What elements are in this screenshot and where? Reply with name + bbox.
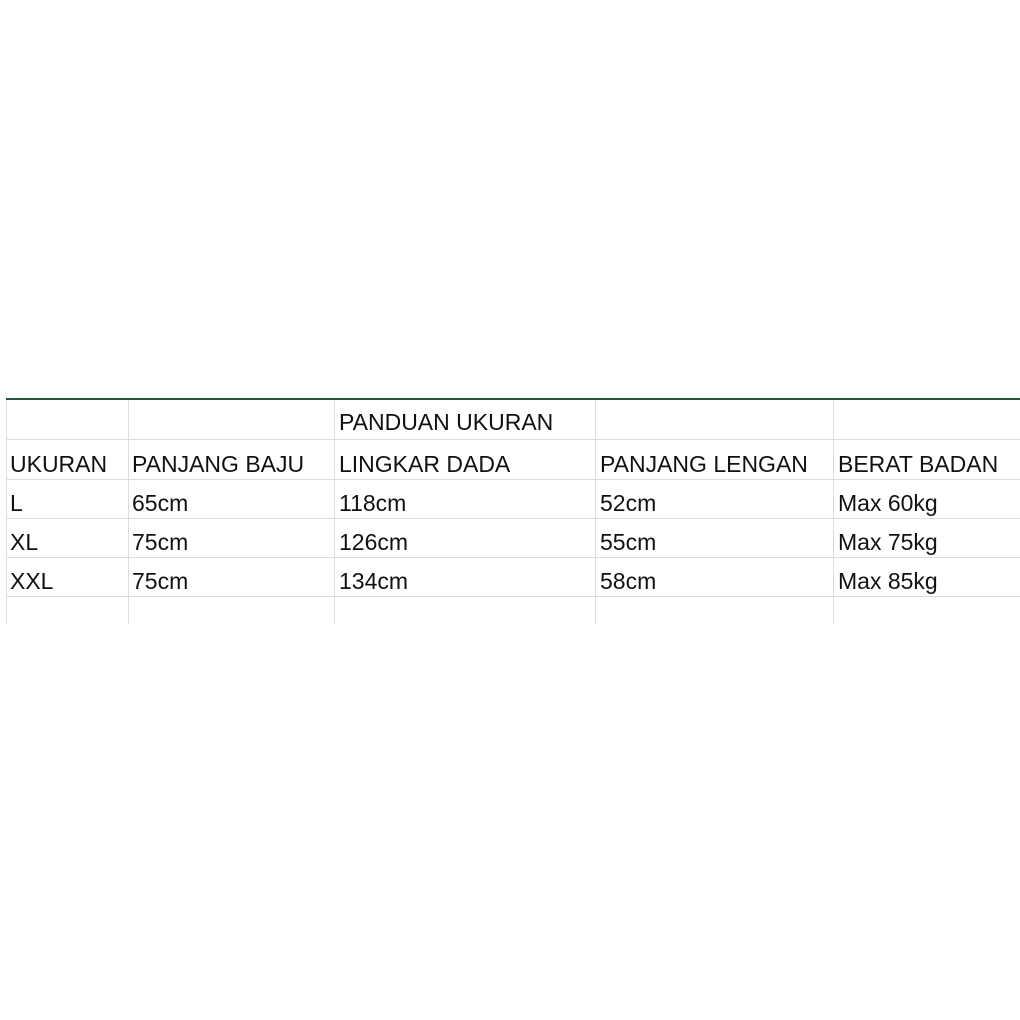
cell-size[interactable]: XL (10, 529, 39, 555)
header-ukuran[interactable]: UKURAN (10, 451, 108, 477)
grid-line (334, 400, 335, 624)
header-lingkar-dada[interactable]: LINGKAR DADA (339, 451, 511, 477)
cell-panjang-lengan[interactable]: 58cm (600, 568, 657, 594)
cell-panjang-baju[interactable]: 75cm (132, 529, 189, 555)
header-panjang-lengan[interactable]: PANJANG LENGAN (600, 451, 808, 477)
cell-panjang-baju[interactable]: 65cm (132, 490, 189, 516)
size-guide-sheet: PANDUAN UKURAN UKURAN PANJANG BAJU LINGK… (6, 398, 1020, 624)
cell-size[interactable]: XXL (10, 568, 54, 594)
header-panjang-baju[interactable]: PANJANG BAJU (132, 451, 305, 477)
cell-lingkar-dada[interactable]: 118cm (339, 490, 407, 516)
cell-berat-badan[interactable]: Max 85kg (838, 568, 938, 594)
grid-line (6, 479, 1020, 480)
grid-line (833, 400, 834, 624)
grid-line (595, 400, 596, 624)
cell-berat-badan[interactable]: Max 75kg (838, 529, 938, 555)
table-title[interactable]: PANDUAN UKURAN (339, 409, 554, 435)
grid-line (6, 557, 1020, 558)
grid-line (6, 596, 1020, 597)
cell-berat-badan[interactable]: Max 60kg (838, 490, 938, 516)
grid-line (6, 439, 1020, 440)
cell-panjang-baju[interactable]: 75cm (132, 568, 189, 594)
grid-line (6, 518, 1020, 519)
cell-size[interactable]: L (10, 490, 23, 516)
cell-panjang-lengan[interactable]: 52cm (600, 490, 657, 516)
grid-line (6, 400, 7, 624)
grid-line (128, 400, 129, 624)
header-berat-badan[interactable]: BERAT BADAN (838, 451, 999, 477)
cell-lingkar-dada[interactable]: 126cm (339, 529, 409, 555)
cell-lingkar-dada[interactable]: 134cm (339, 568, 409, 594)
cell-panjang-lengan[interactable]: 55cm (600, 529, 657, 555)
